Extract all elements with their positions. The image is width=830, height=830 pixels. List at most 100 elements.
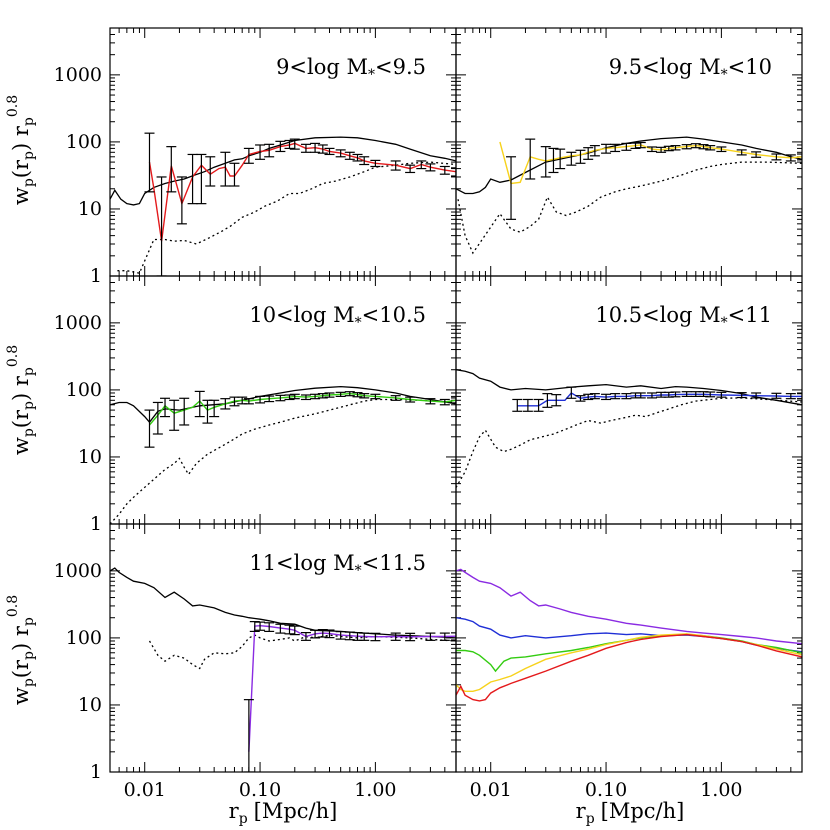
y-tick-label: 1 (90, 761, 102, 783)
panel-6-frame (455, 523, 803, 773)
error-bar (525, 138, 536, 180)
y-tick-label: 100 (66, 131, 102, 153)
error-bar (439, 165, 450, 175)
svg-text:wp(rp) rp0.8: wp(rp) rp0.8 (5, 595, 37, 705)
series-line-5 (456, 633, 802, 702)
panel-5-title: 11<log M*<11.5 (249, 551, 426, 579)
error-bar (169, 399, 180, 431)
error-bar (589, 393, 600, 400)
y-tick-label: 10 (78, 198, 102, 220)
error-bar (317, 144, 328, 154)
dotted-line (117, 161, 456, 274)
y-tick-label: 100 (66, 379, 102, 401)
error-bar (716, 146, 727, 153)
error-bar (583, 393, 594, 401)
error-bar (187, 153, 198, 205)
error-bar (512, 398, 523, 412)
y-axis-title-row-1: wp(rp) rp0.8 (5, 95, 37, 205)
error-bar (736, 149, 747, 156)
panel-2: 9.5<log M*<10 (455, 27, 803, 277)
panel-6: 0.01 0.10 1.00 (455, 523, 803, 801)
error-bar (243, 398, 254, 405)
error-bar (681, 391, 692, 398)
error-bar (176, 176, 187, 225)
error-bar (152, 401, 163, 435)
error-bar (451, 167, 456, 177)
error-bar (663, 145, 674, 152)
error-bar (751, 151, 762, 158)
x-tick-label: 1.00 (700, 779, 742, 801)
error-bar (610, 143, 621, 153)
error-bar (255, 144, 266, 160)
series-line-2 (456, 617, 802, 653)
error-bar (451, 632, 456, 641)
colored-line (148, 142, 456, 242)
error-bar (416, 160, 427, 170)
panel-2-ticks (455, 27, 803, 277)
error-bar (439, 632, 450, 641)
panel-4-plot (456, 369, 802, 488)
error-bar (284, 624, 295, 635)
error-bar (284, 139, 295, 150)
error-bar (635, 392, 646, 399)
error-bar (370, 159, 381, 168)
error-bar (255, 395, 266, 404)
error-bar (335, 631, 346, 640)
error-bar (751, 392, 762, 399)
error-bar (370, 393, 381, 400)
error-bar (220, 151, 231, 187)
error-bar (205, 156, 216, 187)
y-tick-label: 10 (78, 446, 102, 468)
error-bar (220, 398, 231, 410)
error-bar (656, 146, 667, 153)
error-bar (390, 395, 401, 401)
panel-4-title: 10.5<log M*<11 (595, 303, 772, 331)
error-bar (548, 147, 559, 174)
panel-2-plot (456, 136, 802, 255)
error-bar (344, 151, 355, 160)
error-bar (243, 699, 254, 772)
error-bar (324, 392, 335, 398)
error-bar (551, 394, 562, 407)
panel-5-plot (110, 567, 456, 772)
panel-4: 10.5<log M*<11 (455, 275, 803, 525)
error-bar (196, 153, 207, 205)
error-bar (310, 393, 321, 400)
error-bar (785, 393, 796, 400)
dotted-line (457, 161, 802, 255)
panel-4-ticks (455, 275, 803, 525)
error-bar (289, 393, 300, 400)
panel-2-title: 9.5<log M*<10 (609, 55, 772, 83)
x-tick-label: 0.10 (585, 779, 627, 801)
error-bar (630, 142, 641, 150)
x-axis-title-left: rp [Mpc/h] (229, 799, 338, 827)
y-axis-title-row-3: wp(rp) rp0.8 (5, 595, 37, 705)
error-bar (566, 151, 577, 166)
error-bar (522, 398, 533, 412)
error-bar (533, 398, 544, 412)
error-bar (160, 397, 171, 418)
error-bar (621, 393, 632, 400)
error-bar (359, 632, 370, 641)
error-bar (716, 391, 727, 398)
error-bar (540, 146, 551, 178)
error-bar (785, 154, 796, 162)
error-bar (335, 149, 346, 158)
error-bar (275, 140, 286, 153)
error-bar (300, 394, 311, 401)
error-bar (797, 393, 802, 400)
error-bar (370, 632, 381, 642)
error-bar (635, 141, 646, 149)
error-bar (566, 386, 577, 399)
error-bar (601, 143, 612, 154)
colored-line (148, 392, 456, 426)
error-bar (589, 145, 600, 157)
y-tick-label: 1 (90, 513, 102, 535)
panel-3: 1 10 100 1000 10<log M*<10.5 (54, 275, 457, 535)
colored-line (248, 624, 456, 752)
error-bar (300, 631, 311, 641)
error-bar (243, 147, 254, 164)
panel-3-title: 10<log M*<10.5 (249, 303, 426, 331)
error-bar (264, 143, 275, 158)
